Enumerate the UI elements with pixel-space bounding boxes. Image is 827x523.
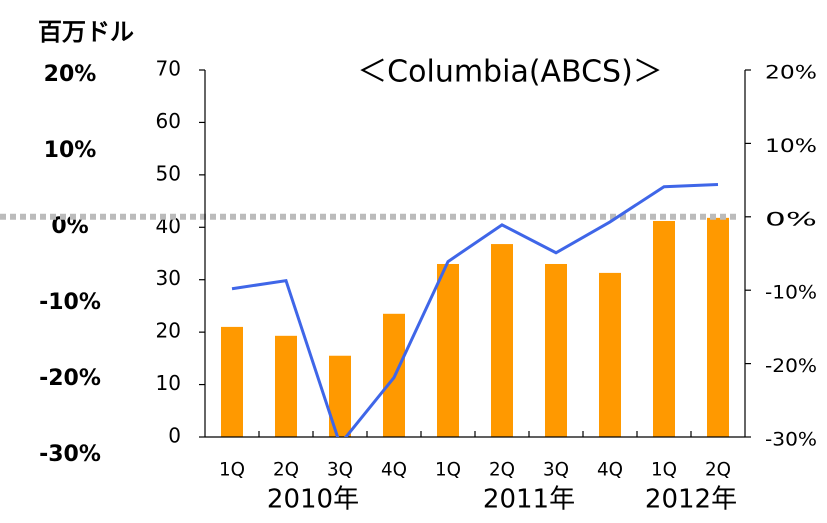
x-tick-label: 1Q [651, 459, 677, 481]
y-axis-label: 百万ドル [38, 18, 134, 46]
y-tick-label: 70 [156, 57, 181, 81]
x-tick-label: 2Q [705, 459, 731, 481]
y2-tick-label: 10% [765, 135, 817, 157]
bar [599, 272, 621, 437]
y-tick-label: 0 [168, 424, 181, 448]
y3-tick-label: 10% [44, 138, 97, 163]
y3-tick-label: -10% [39, 290, 101, 315]
line [231, 183, 719, 437]
chart-title: ＜Columbia(ABCS)＞ [357, 55, 663, 90]
bar [437, 263, 459, 437]
y3-tick-label: 20% [44, 62, 97, 87]
x-tick-label: 3Q [327, 459, 353, 481]
group-label: 2010年 [267, 485, 359, 515]
y3-tick-label: -20% [39, 366, 101, 391]
y2-tick-label: -30% [765, 429, 817, 451]
bar [329, 355, 351, 437]
y2-tick-label: -10% [765, 282, 817, 304]
y-tick-label: 30 [156, 266, 181, 290]
bar [491, 244, 513, 437]
x-tick-label: 2Q [273, 459, 299, 481]
x-tick-label: 3Q [543, 459, 569, 481]
line-group [231, 183, 719, 437]
group-label: 2011年 [483, 485, 575, 515]
y-tick-label: 40 [156, 214, 181, 238]
x-tick-label: 4Q [597, 459, 623, 481]
bar [707, 217, 729, 437]
y3-tick-label: -30% [39, 442, 101, 467]
x-tick-label: 2Q [489, 459, 515, 481]
group-label: 2012年 [645, 485, 737, 515]
bar [221, 326, 243, 437]
y-tick-label: 10 [156, 371, 181, 395]
y2-tick-label: -20% [765, 355, 817, 377]
bar [275, 335, 297, 437]
y-tick-label: 50 [156, 161, 181, 185]
y-tick-label: 60 [156, 109, 181, 133]
x-tick-label: 1Q [219, 459, 245, 481]
y2-tick-label: 20% [765, 62, 817, 84]
x-tick-label: 1Q [435, 459, 461, 481]
bar [653, 220, 675, 437]
x-tick-label: 4Q [381, 459, 407, 481]
y-tick-label: 20 [156, 319, 181, 343]
bar [545, 263, 567, 437]
y2-tick-label: 0% [765, 208, 817, 230]
